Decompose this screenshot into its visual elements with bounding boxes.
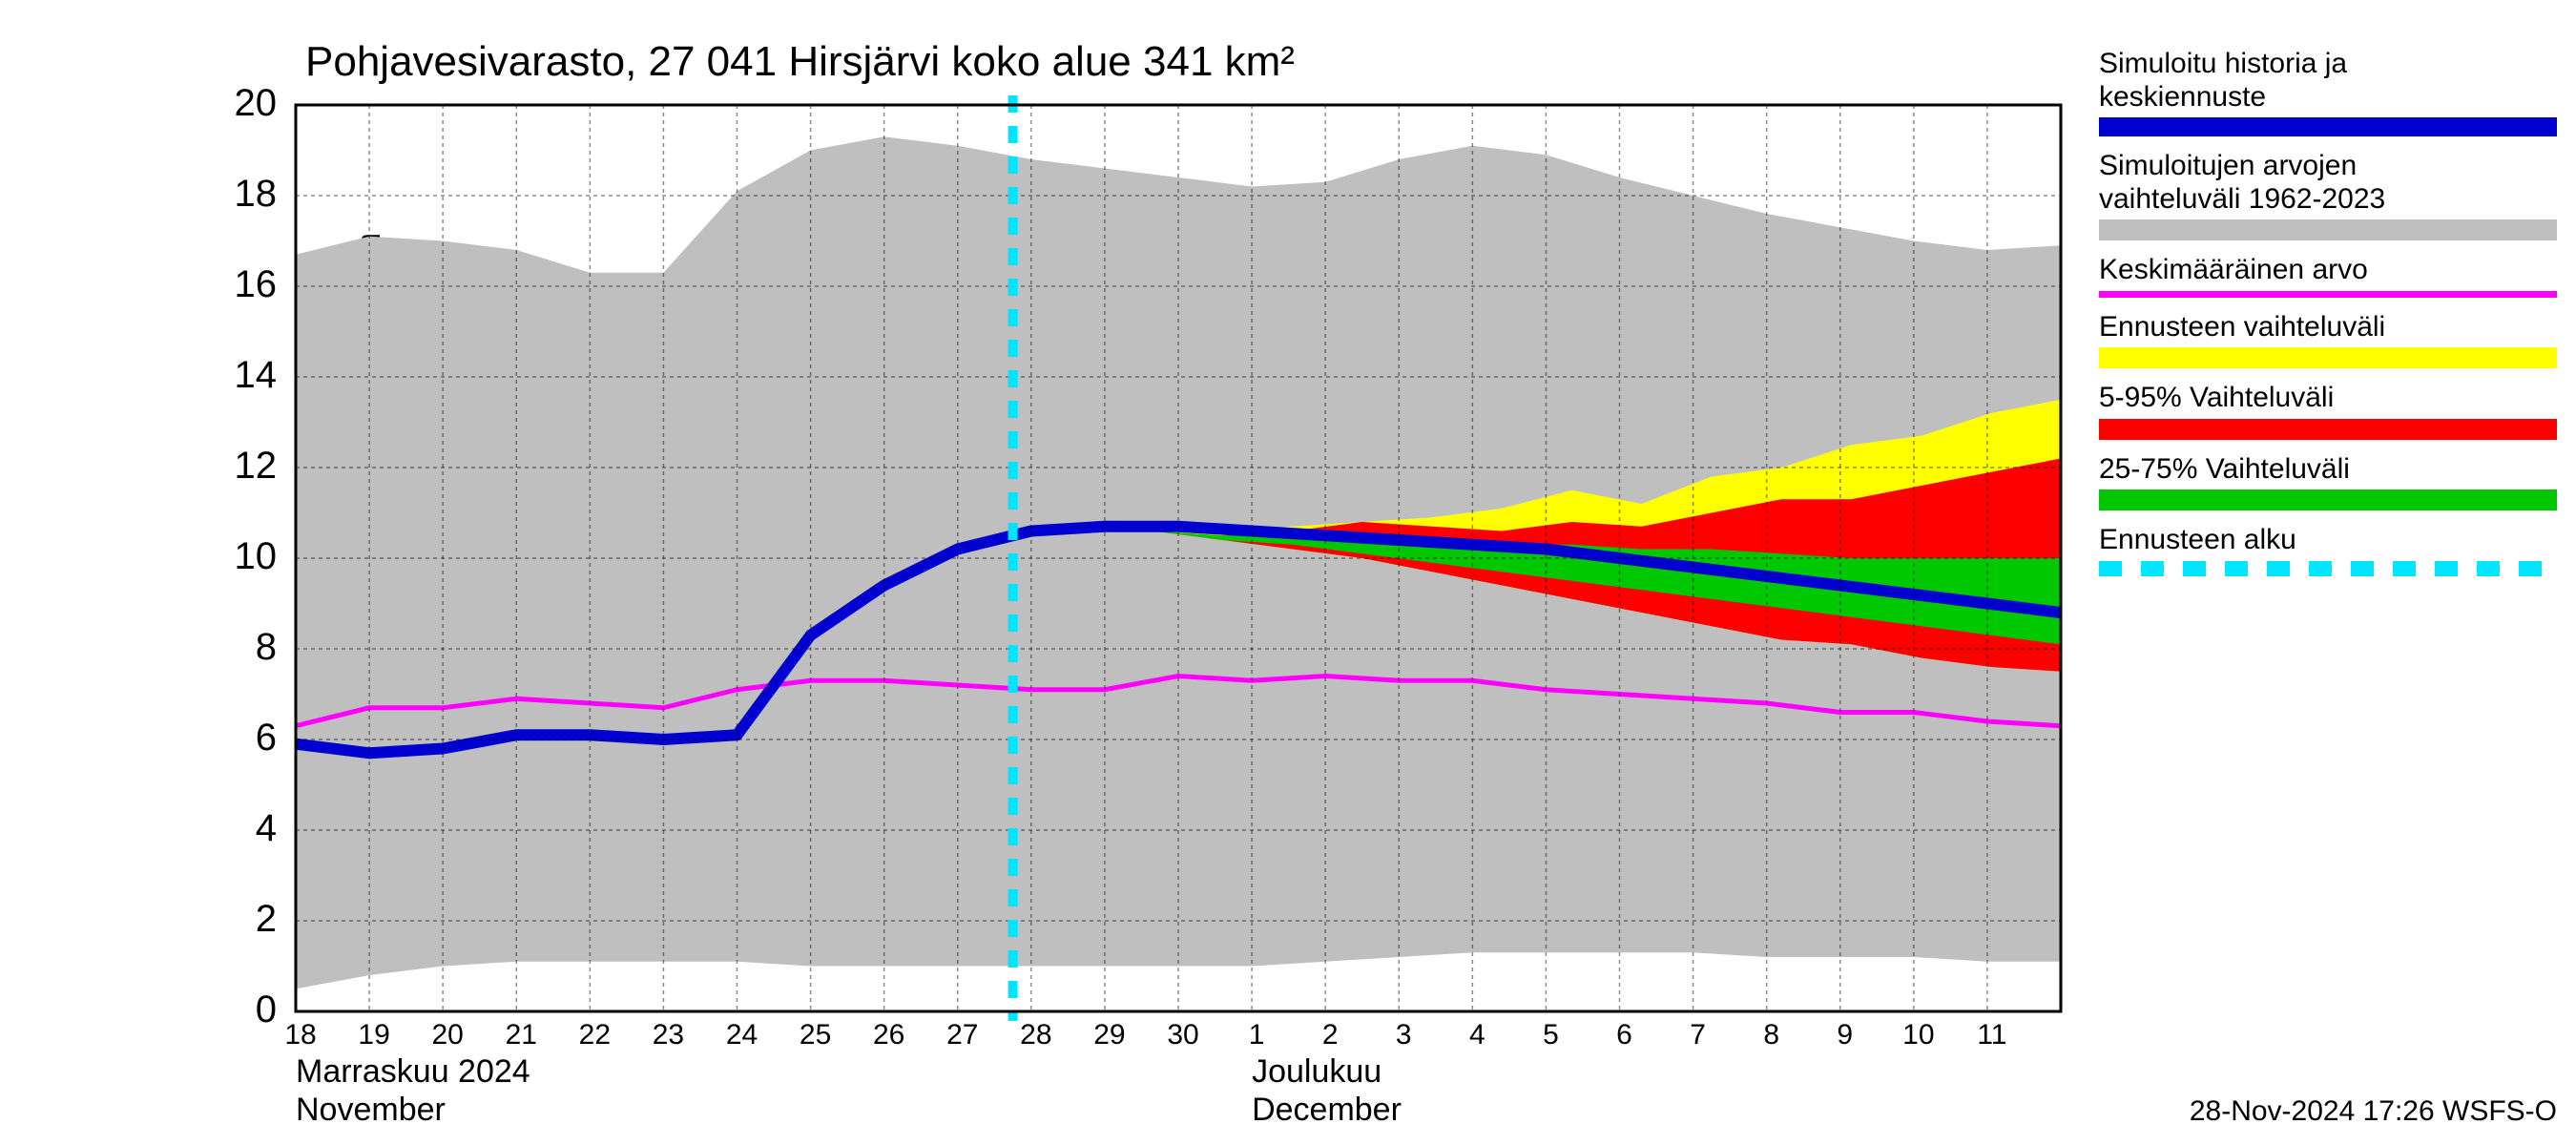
y-tick-label: 4 xyxy=(210,807,277,850)
x-tick-label: 11 xyxy=(1968,1019,2016,1051)
month-label-fi: Marraskuu 2024 xyxy=(296,1053,530,1091)
x-tick-label: 23 xyxy=(644,1019,692,1051)
x-tick-label: 7 xyxy=(1674,1019,1722,1051)
x-tick-label: 20 xyxy=(424,1019,471,1051)
x-tick-label: 18 xyxy=(277,1019,324,1051)
y-tick-label: 6 xyxy=(210,717,277,760)
y-tick-label: 20 xyxy=(210,82,277,125)
x-tick-label: 19 xyxy=(350,1019,398,1051)
legend-swatch xyxy=(2099,219,2557,240)
legend-swatch xyxy=(2099,419,2557,440)
y-tick-label: 16 xyxy=(210,263,277,306)
x-tick-label: 22 xyxy=(571,1019,618,1051)
x-tick-label: 24 xyxy=(718,1019,766,1051)
x-tick-label: 9 xyxy=(1821,1019,1869,1051)
legend-swatch xyxy=(2099,561,2557,576)
legend-swatch xyxy=(2099,489,2557,510)
legend-label: 25-75% Vaihteluväli xyxy=(2099,453,2557,487)
x-tick-label: 4 xyxy=(1453,1019,1501,1051)
month-label-fi: Joulukuu xyxy=(1252,1053,1381,1091)
x-tick-label: 28 xyxy=(1012,1019,1060,1051)
legend-label: Ennusteen vaihteluväli xyxy=(2099,311,2557,344)
x-tick-label: 10 xyxy=(1895,1019,1942,1051)
y-tick-label: 10 xyxy=(210,535,277,578)
x-tick-label: 1 xyxy=(1233,1019,1280,1051)
y-tick-label: 18 xyxy=(210,173,277,216)
y-tick-label: 14 xyxy=(210,354,277,397)
legend-label: vaihteluväli 1962-2023 xyxy=(2099,183,2557,217)
legend-label: Simuloitu historia ja xyxy=(2099,48,2557,81)
y-tick-label: 12 xyxy=(210,445,277,488)
x-tick-label: 2 xyxy=(1306,1019,1354,1051)
x-tick-label: 21 xyxy=(497,1019,545,1051)
x-tick-label: 5 xyxy=(1527,1019,1574,1051)
y-tick-label: 2 xyxy=(210,898,277,941)
x-tick-label: 6 xyxy=(1601,1019,1649,1051)
x-tick-label: 26 xyxy=(865,1019,913,1051)
x-tick-label: 8 xyxy=(1748,1019,1796,1051)
legend-label: Simuloitujen arvojen xyxy=(2099,150,2557,183)
legend-label: keskiennuste xyxy=(2099,81,2557,114)
month-label-en: November xyxy=(296,1092,446,1129)
x-tick-label: 29 xyxy=(1086,1019,1133,1051)
legend-label: Keskimääräinen arvo xyxy=(2099,254,2557,287)
month-label-en: December xyxy=(1252,1092,1402,1129)
x-tick-label: 3 xyxy=(1380,1019,1427,1051)
legend: Simuloitu historia jakeskiennuste Simuloi… xyxy=(2099,48,2557,590)
x-tick-label: 30 xyxy=(1159,1019,1207,1051)
y-tick-label: 0 xyxy=(210,989,277,1031)
legend-swatch xyxy=(2099,291,2557,298)
chart-container: Pohjavesivarasto / Groundwater storage m… xyxy=(0,0,2576,1145)
x-tick-label: 25 xyxy=(792,1019,840,1051)
legend-swatch xyxy=(2099,117,2557,136)
y-tick-label: 8 xyxy=(210,626,277,669)
legend-label: 5-95% Vaihteluväli xyxy=(2099,382,2557,415)
x-tick-label: 27 xyxy=(939,1019,987,1051)
legend-label: Ennusteen alku xyxy=(2099,524,2557,557)
legend-swatch xyxy=(2099,347,2557,368)
